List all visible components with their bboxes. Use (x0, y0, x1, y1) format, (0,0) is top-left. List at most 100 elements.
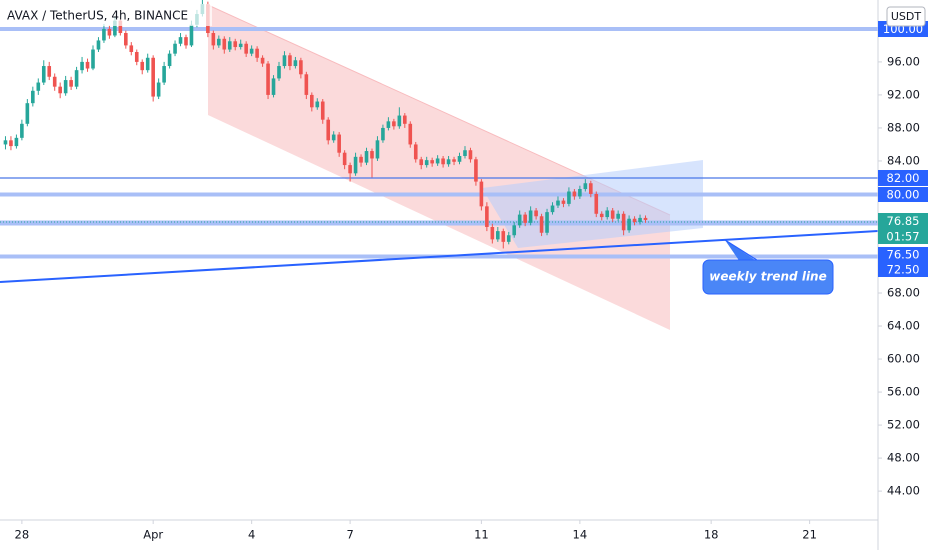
y-tick-label: 60.00 (887, 352, 920, 366)
candle-body (31, 90, 35, 104)
candle-body (80, 61, 84, 71)
callout-text: weekly trend line (709, 270, 826, 284)
candle-body (233, 41, 238, 48)
candle-body (610, 210, 615, 219)
candle-body (534, 210, 538, 217)
price-tag-label: 72.50 (887, 263, 920, 277)
y-tick-label: 44.00 (887, 484, 920, 498)
candle-body (244, 43, 248, 54)
candle-body (299, 60, 303, 75)
candle-body (189, 24, 194, 46)
candle-body (145, 57, 150, 71)
candle-body (627, 218, 631, 231)
candle-body (632, 218, 637, 223)
candle-body (63, 80, 68, 94)
candle-body (102, 28, 106, 41)
callout-box (702, 259, 834, 295)
candle-body (342, 152, 347, 166)
candle-body (320, 101, 325, 120)
candle-body (457, 156, 462, 162)
candle-body (463, 150, 467, 156)
projection-zone (482, 160, 703, 248)
candle-body (118, 20, 123, 34)
y-tick-label: 88.00 (887, 120, 920, 134)
candle-body (479, 181, 484, 207)
candle-body (331, 134, 336, 141)
candle-body (277, 66, 281, 79)
candle-body (588, 183, 593, 194)
candle-body (578, 189, 582, 197)
x-tick-label: 21 (802, 528, 817, 542)
candle-body (113, 20, 117, 36)
candle-body (260, 57, 265, 64)
candle-body (403, 115, 407, 124)
candle-body (36, 82, 41, 91)
candle-body (419, 159, 424, 166)
candle-body (211, 33, 216, 46)
candle-body (315, 101, 320, 108)
candle-body (370, 151, 374, 159)
y-tick-label: 68.00 (887, 286, 920, 300)
candle-body (490, 226, 495, 240)
candle-body (69, 80, 73, 87)
candle-body (621, 213, 626, 231)
candle-body (397, 115, 402, 127)
candle-body (392, 121, 396, 127)
candle-body (173, 43, 177, 54)
candle-body (353, 156, 358, 174)
chart-title: AVAX / TetherUS, 4h, BINANCE (7, 9, 188, 23)
candle-body (25, 103, 30, 124)
currency-box (886, 6, 926, 27)
y-tick-label: 84.00 (887, 153, 920, 167)
drawings (0, 4, 879, 330)
candle-body (178, 37, 183, 44)
x-tick-label: 28 (15, 528, 30, 542)
candle-body (58, 86, 62, 94)
candle-body (528, 210, 533, 223)
candle-body (446, 159, 451, 165)
candle-body (337, 134, 341, 153)
candle-body (501, 231, 506, 242)
candle-body (364, 151, 369, 163)
y-tick-label: 52.00 (887, 418, 920, 432)
candle-body (381, 127, 385, 141)
candle-body (545, 212, 549, 233)
candle-body (413, 144, 418, 160)
candle-body (583, 183, 588, 190)
candle-body (599, 213, 604, 218)
candle-body (512, 225, 517, 236)
price-tag-box (878, 247, 928, 262)
candle-body (638, 217, 642, 223)
candle-body (485, 206, 489, 227)
candle-body (20, 123, 24, 138)
y-tick-label: 48.00 (887, 451, 920, 465)
candle-body (572, 191, 577, 197)
candle-body (217, 38, 221, 46)
candle-body (162, 66, 166, 83)
candle-body (74, 70, 79, 87)
candle-body (271, 78, 276, 95)
candle-body (14, 137, 19, 147)
x-tick-label: Apr (143, 528, 163, 542)
callout-pointer-line (724, 239, 761, 263)
candle-body (266, 63, 270, 95)
candle-body (222, 38, 227, 50)
candle-body (249, 48, 254, 54)
x-tick-label: 11 (474, 528, 489, 542)
trend-line (0, 230, 879, 283)
annotation: weekly trend line (702, 239, 834, 295)
price-tag-label: 82.00 (887, 171, 920, 185)
candle-body (496, 231, 500, 240)
candle-body (151, 57, 155, 97)
candle-body (9, 140, 13, 147)
candle-body (167, 53, 172, 67)
candle-body (184, 37, 188, 46)
currency: USDT (891, 10, 922, 23)
candle-body (594, 193, 599, 214)
candle-body (468, 150, 473, 160)
candle-body (605, 210, 610, 218)
price-tag-label: 80.00 (887, 188, 920, 202)
y-tick-label: 64.00 (887, 319, 920, 333)
candle-body (3, 140, 8, 145)
time-axis: 28 Apr 4 7 11 14 18 21 (15, 520, 817, 542)
